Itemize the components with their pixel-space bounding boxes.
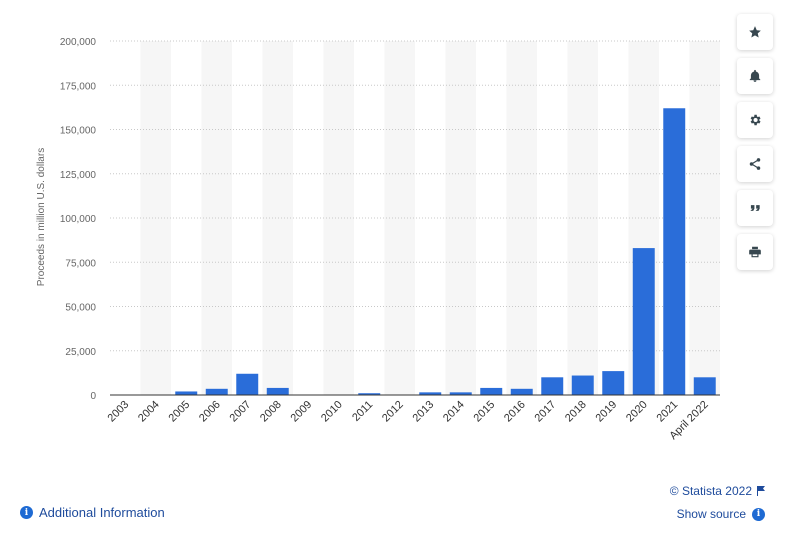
- bar[interactable]: [480, 387, 503, 395]
- share-button[interactable]: [737, 146, 773, 182]
- x-tick-label: 2008: [258, 399, 284, 425]
- x-tick-label: 2003: [106, 399, 132, 425]
- y-tick-label: 50,000: [65, 303, 96, 314]
- x-tick-label: 2019: [594, 399, 620, 425]
- x-tick-label: 2015: [472, 399, 498, 425]
- x-tick-label: 2004: [136, 399, 162, 425]
- y-tick-label: 200,000: [60, 37, 97, 48]
- x-tick-label: 2005: [167, 399, 193, 425]
- quote-icon: [750, 205, 760, 211]
- info-icon: i: [20, 506, 33, 519]
- bar[interactable]: [541, 377, 564, 395]
- info-icon: i: [752, 507, 765, 521]
- credit-label: © Statista 2022: [669, 484, 752, 498]
- y-axis-ticks: 0 25,000 50,000 75,000 100,000 125,000 150,000…: [60, 37, 97, 402]
- background-band: [262, 41, 293, 395]
- y-tick-label: 75,000: [65, 258, 96, 269]
- x-tick-label: 2009: [289, 399, 315, 425]
- share-icon: [749, 158, 761, 170]
- background-band: [445, 41, 476, 395]
- x-tick-label: 2010: [319, 399, 345, 425]
- x-tick-label: 2011: [350, 399, 375, 424]
- x-tick-label: 2012: [380, 399, 406, 425]
- bar[interactable]: [571, 375, 594, 395]
- y-axis-label: Proceeds in million U.S. dollars: [36, 148, 47, 286]
- show-source-label: Show source: [676, 507, 746, 521]
- cite-button[interactable]: [737, 190, 773, 226]
- bar[interactable]: [632, 248, 655, 395]
- bar-chart: 0 25,000 50,000 75,000 100,000 125,000 150,000…: [36, 37, 720, 443]
- x-tick-label: 2018: [563, 399, 589, 425]
- x-tick-label: 2017: [533, 399, 559, 425]
- x-tick-label: 2013: [411, 399, 437, 425]
- bar[interactable]: [358, 393, 381, 395]
- bar[interactable]: [175, 391, 198, 395]
- x-tick-label: 2020: [624, 399, 650, 425]
- x-tick-label: 2016: [502, 399, 528, 425]
- bar[interactable]: [236, 373, 259, 395]
- notification-button[interactable]: [737, 58, 773, 94]
- bars: [175, 108, 716, 395]
- x-tick-label: 2006: [197, 399, 223, 425]
- bar[interactable]: [693, 377, 716, 395]
- star-icon: [749, 26, 761, 38]
- bar[interactable]: [663, 108, 686, 395]
- y-tick-label: 0: [90, 391, 96, 402]
- bar[interactable]: [266, 387, 289, 395]
- additional-information-label: Additional Information: [39, 505, 165, 520]
- favorite-button[interactable]: [737, 14, 773, 50]
- bar[interactable]: [205, 388, 228, 395]
- y-tick-label: 100,000: [60, 214, 97, 225]
- x-tick-label: 2014: [441, 399, 467, 425]
- additional-information-link[interactable]: i Additional Information: [20, 505, 165, 520]
- bar[interactable]: [419, 392, 442, 395]
- y-tick-label: 175,000: [60, 81, 97, 92]
- y-tick-label: 125,000: [60, 170, 97, 181]
- print-button[interactable]: [737, 234, 773, 270]
- flag-icon: [757, 486, 765, 496]
- x-tick-label: 2007: [228, 399, 254, 425]
- y-tick-label: 25,000: [65, 347, 96, 358]
- bell-icon: [749, 69, 761, 82]
- bar[interactable]: [602, 371, 625, 395]
- y-tick-label: 150,000: [60, 126, 97, 137]
- x-tick-label: 2021: [655, 399, 681, 425]
- print-icon: [749, 246, 761, 258]
- gear-icon: [750, 114, 761, 126]
- bar[interactable]: [449, 392, 472, 395]
- sidebar: [737, 14, 773, 278]
- x-axis-ticks: 2003 2004 2005 2006 2007 2008 2009 2010 2011 2012…: [106, 399, 711, 443]
- show-source-link[interactable]: Show source i: [677, 507, 765, 521]
- bar[interactable]: [510, 388, 533, 395]
- settings-button[interactable]: [737, 102, 773, 138]
- statista-credit[interactable]: © Statista 2022: [670, 484, 765, 498]
